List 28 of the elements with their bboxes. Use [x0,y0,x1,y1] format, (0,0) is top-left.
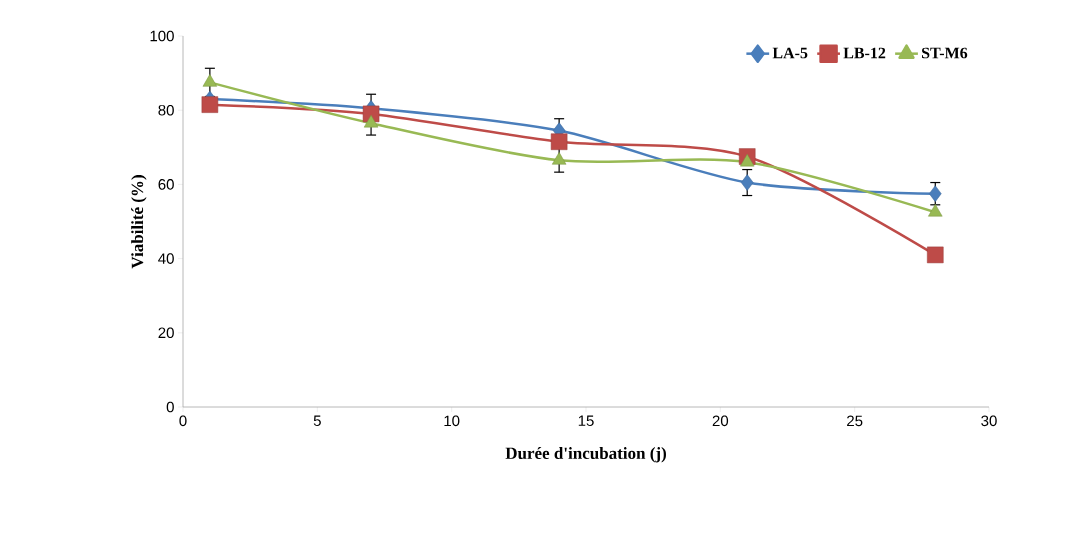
point [202,74,218,87]
x-tick-label: 15 [578,415,594,426]
legend-label: LB-12 [843,47,886,59]
point [740,174,754,191]
y-tick-label: 40 [158,253,174,264]
x-tick-label: 0 [179,415,187,427]
point [363,114,379,128]
y-tick-label: 80 [158,104,174,116]
y-tick-label: 0 [166,401,174,413]
y-tick-label: 20 [158,327,174,339]
point [550,133,568,150]
point [740,153,755,167]
y-tick-label: 60 [158,179,174,190]
x-tick-label: 10 [444,415,460,427]
point [551,152,567,165]
x-tick-label: 25 [847,415,863,427]
point [928,203,943,217]
y-tick-label: 100 [150,30,174,42]
x-tick-label: 20 [712,415,729,427]
point [201,96,219,113]
point [929,185,942,202]
legend-label: LA-5 [772,47,808,59]
y-axis-title: Viabilité (%) [131,175,147,269]
legend-label: ST-M6 [922,47,968,59]
point [927,246,944,264]
x-axis-title: Durée d'incubation (j) [505,447,666,463]
x-tick-label: 30 [981,415,997,427]
x-tick-label: 5 [313,415,321,426]
